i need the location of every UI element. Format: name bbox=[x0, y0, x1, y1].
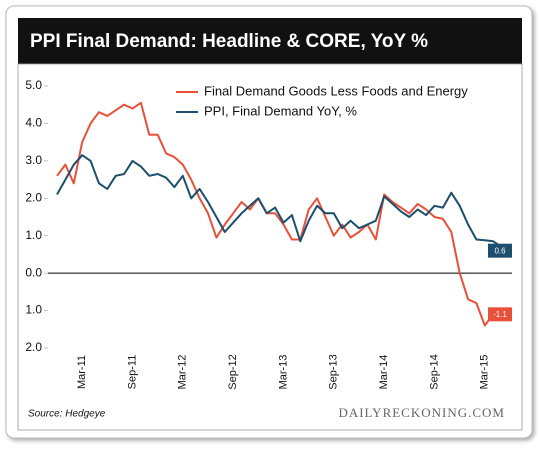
end-label: -1.1 bbox=[493, 310, 507, 319]
y-tick-label: 2.0 bbox=[25, 190, 42, 204]
watermark: DAILYRECKONING.COM bbox=[338, 405, 505, 420]
line bbox=[56, 154, 511, 252]
x-tick-label: Sep-14 bbox=[428, 354, 440, 389]
legend-label: PPI, Final Demand YoY, % bbox=[204, 103, 357, 118]
x-tick-label: Sep-11 bbox=[126, 355, 138, 390]
legend-label: Final Demand Goods Less Foods and Energy bbox=[204, 83, 468, 98]
plot-frame bbox=[17, 63, 523, 431]
x-tick-label: Sep-13 bbox=[328, 354, 340, 389]
y-tick-label: 0.0 bbox=[25, 265, 42, 279]
y-tick-label: 2.0 bbox=[25, 340, 42, 354]
x-tick-label: Mar-13 bbox=[277, 355, 289, 390]
end-label-box bbox=[488, 243, 512, 258]
y-tick-label: 4.0 bbox=[25, 116, 42, 130]
x-tick-label: Mar-15 bbox=[479, 355, 491, 390]
y-tick-label: 5.0 bbox=[25, 78, 42, 92]
title-bar bbox=[18, 18, 522, 64]
x-tick-label: Sep-12 bbox=[227, 354, 239, 389]
x-tick-label: Mar-12 bbox=[177, 355, 189, 390]
line bbox=[56, 101, 494, 327]
source: Source: Hedgeye bbox=[28, 409, 106, 420]
x-tick-label: Mar-14 bbox=[378, 355, 390, 390]
x-tick-label: Mar-11 bbox=[76, 355, 88, 389]
chart-title: PPI Final Demand: Headline & CORE, YoY % bbox=[30, 31, 428, 52]
y-tick-label: 1.0 bbox=[25, 228, 42, 242]
end-label-box bbox=[488, 307, 512, 322]
y-tick-label: 3.0 bbox=[25, 153, 42, 167]
end-label: 0.6 bbox=[494, 246, 506, 255]
y-tick-label: 1.0 bbox=[25, 303, 42, 317]
